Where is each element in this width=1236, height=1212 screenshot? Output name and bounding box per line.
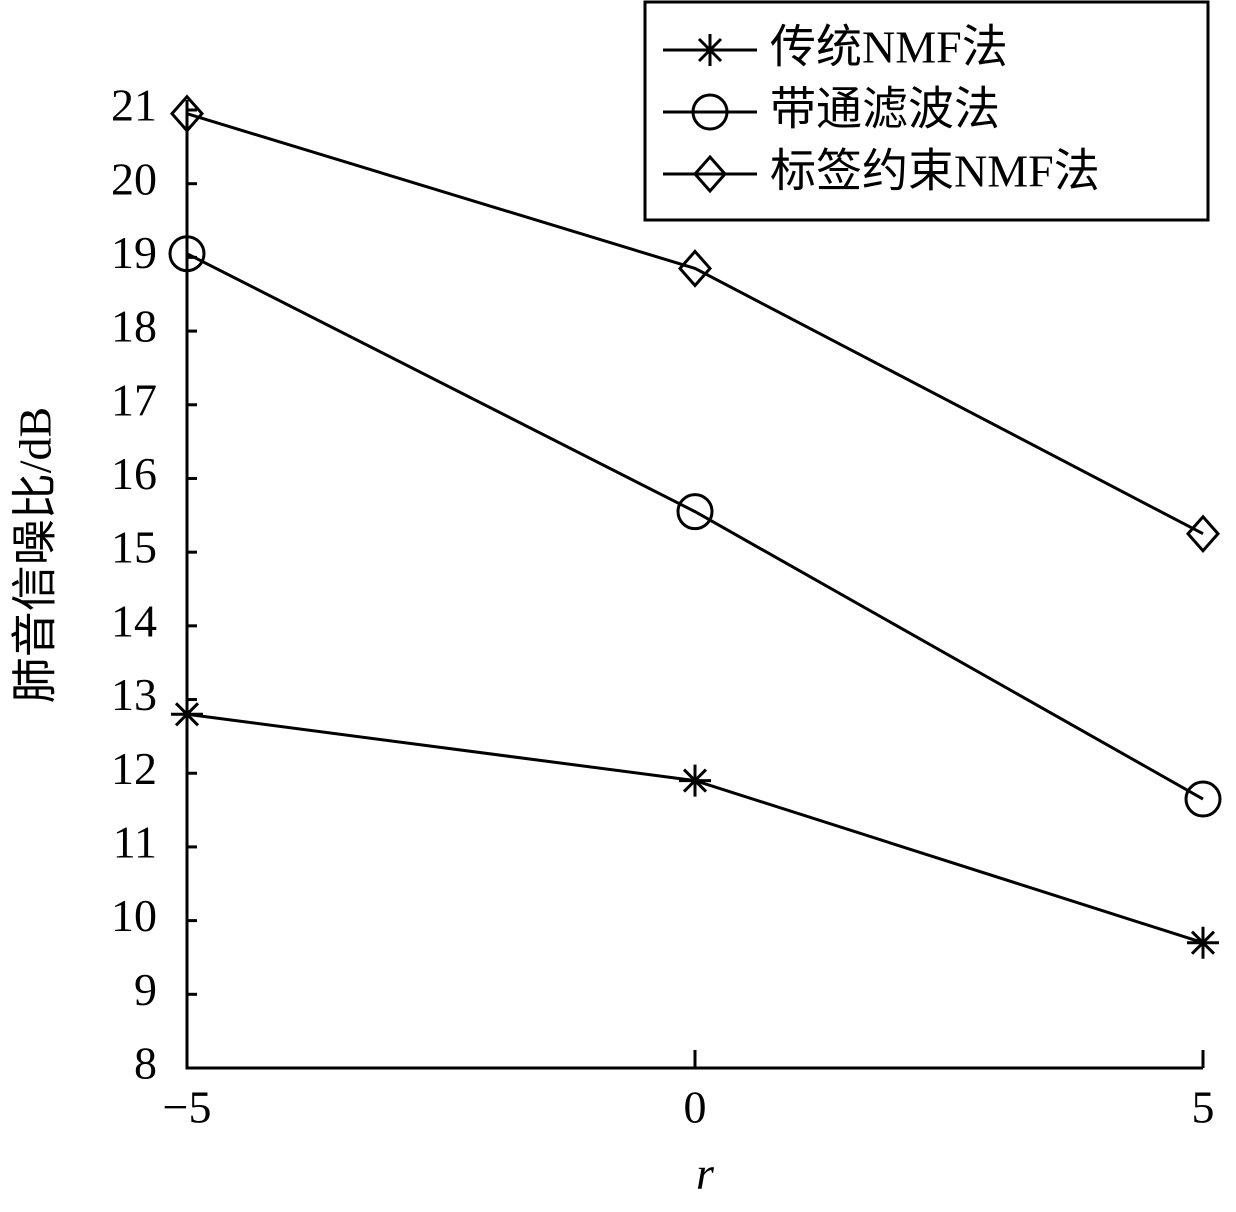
marker: [171, 698, 203, 731]
y-tick-label: 19: [111, 227, 157, 278]
x-tick-label: 5: [1192, 1082, 1215, 1133]
marker: [692, 154, 728, 194]
marker: [677, 249, 713, 288]
y-tick-label: 21: [111, 80, 157, 131]
y-tick-label: 14: [111, 595, 157, 646]
y-tick-label: 10: [111, 890, 157, 941]
marker: [694, 34, 726, 66]
y-tick-label: 20: [111, 153, 157, 204]
series-line: [186, 252, 1204, 801]
marker: [1187, 926, 1219, 959]
y-tick-label: 18: [111, 301, 157, 352]
marker: [1185, 514, 1221, 553]
y-tick-label: 8: [134, 1038, 157, 1089]
x-tick-label: 0: [684, 1082, 707, 1133]
marker: [676, 493, 714, 531]
legend-label: 标签约束NMF法: [770, 146, 1100, 197]
marker: [679, 764, 711, 797]
x-tick-label: −5: [163, 1082, 212, 1133]
y-tick-label: 16: [111, 448, 157, 499]
marker: [1184, 780, 1222, 818]
series-line: [186, 112, 1204, 536]
marker: [169, 94, 205, 133]
legend-label: 带通滤波法: [770, 84, 1000, 135]
y-tick-label: 11: [113, 816, 157, 867]
marker: [168, 235, 206, 273]
y-tick-label: 17: [111, 374, 157, 425]
axes: [185, 100, 1203, 1070]
y-tick-label: 15: [111, 522, 157, 573]
legend-label: 传统NMF法: [770, 22, 1008, 73]
y-tick-label: 12: [111, 743, 157, 794]
x-axis-label: r: [696, 1148, 715, 1199]
marker: [691, 93, 729, 131]
y-tick-label: 13: [111, 669, 157, 720]
y-axis-label: 肺音信噪比/dB: [10, 407, 61, 703]
series-line: [186, 712, 1204, 945]
y-tick-label: 9: [134, 964, 157, 1015]
